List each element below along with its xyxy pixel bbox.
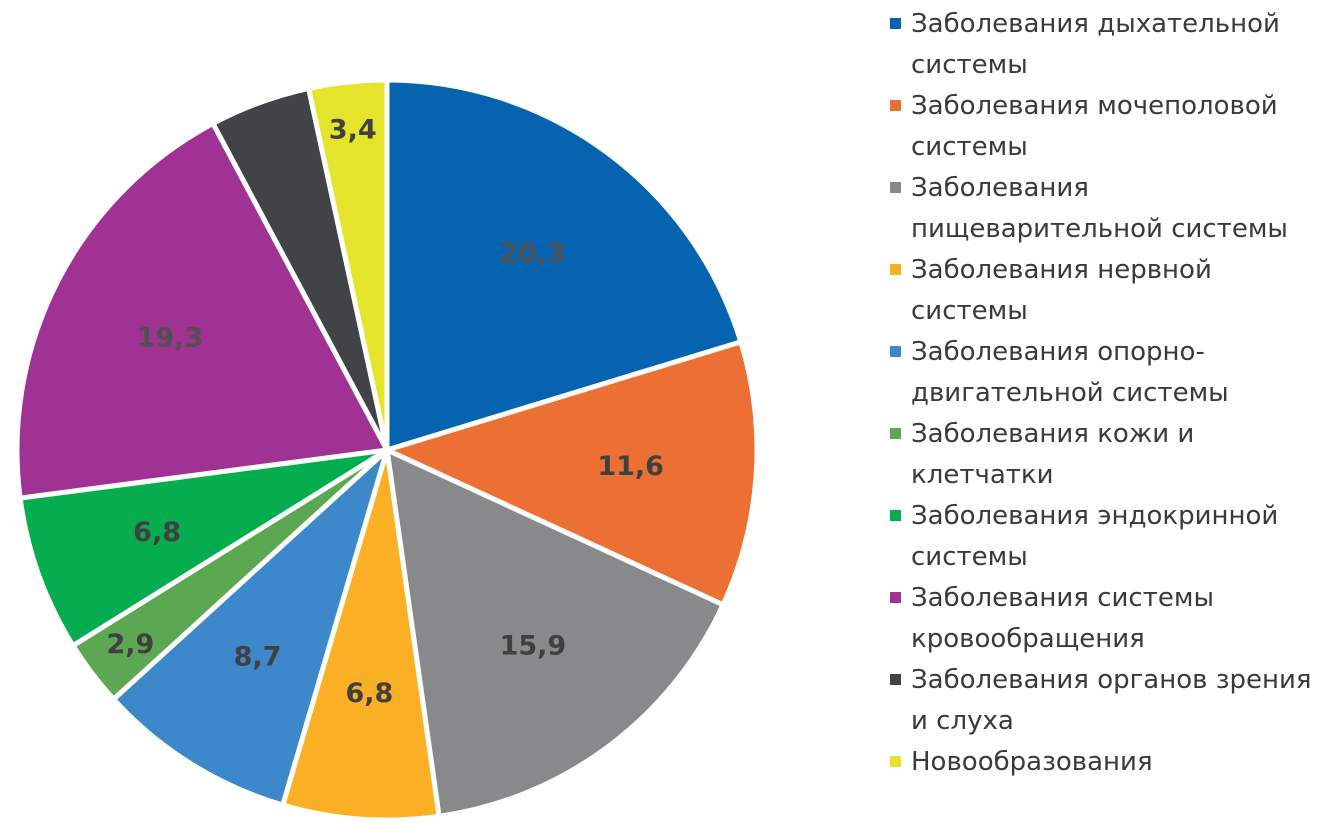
data-label-4: 8,7 [234,642,282,673]
legend-label-6: Заболевания эндокринной системы [911,501,1279,572]
legend-swatch-6 [890,510,901,521]
legend-swatch-4 [890,346,901,357]
legend-label-1: Заболевания мочеполовой системы [911,91,1278,162]
legend-label-8: Заболевания органов зрения и слуха [911,665,1312,736]
legend-swatch-9 [890,756,901,767]
legend-item-5: Заболевания кожи и клетчатки [884,414,1332,496]
legend-label-0: Заболевания дыхательной системы [911,9,1280,80]
legend-label-5: Заболевания кожи и клетчатки [911,419,1195,490]
pie-slice-7 [14,120,390,501]
pie-slice-4 [111,447,390,808]
chart-legend: Заболевания дыхательной системы Заболеван… [884,4,1332,783]
pie-slice-6 [17,447,390,649]
legend-swatch-1 [890,100,901,111]
data-label-9: 3,4 [329,114,377,145]
pie-slice-9 [306,77,390,453]
pie-slice-3 [280,447,442,823]
data-label-2: 15,9 [500,630,567,661]
data-label-7: 19,3 [137,323,204,354]
legend-label-7: Заболевания системы кровообращения [911,583,1214,654]
legend-item-2: Заболевания пищеварительной системы [884,168,1332,250]
legend-item-9: Новообразования [884,742,1332,783]
data-label-1: 11,6 [597,451,664,482]
legend-item-4: Заболевания опорно- двигательной системы [884,332,1332,414]
legend-item-0: Заболевания дыхательной системы [884,4,1332,86]
pie-slice-1 [384,339,760,608]
data-label-5: 2,9 [106,629,154,660]
legend-label-2: Заболевания пищеварительной системы [911,173,1288,244]
data-label-3: 6,8 [345,678,393,709]
pie-slice-2 [384,447,726,819]
legend-item-7: Заболевания системы кровообращения [884,578,1332,660]
legend-swatch-2 [890,182,901,193]
legend-swatch-3 [890,264,901,275]
pie-slices [14,77,760,823]
data-label-0: 20,3 [499,238,566,269]
legend-swatch-8 [890,674,901,685]
legend-label-3: Заболевания нервной системы [911,255,1212,326]
legend-item-6: Заболевания эндокринной системы [884,496,1332,578]
pie-slice-0 [384,77,744,453]
legend-swatch-5 [890,428,901,439]
legend-label-4: Заболевания опорно- двигательной системы [911,337,1229,408]
legend-item-1: Заболевания мочеполовой системы [884,86,1332,168]
legend-item-8: Заболевания органов зрения и слуха [884,660,1332,742]
legend-swatch-0 [890,18,901,29]
pie-data-labels: 20,3 11,6 15,9 6,8 8,7 2,9 6,8 19,3 3,4 [106,114,664,709]
data-label-6: 6,8 [133,517,181,548]
legend-label-9: Новообразования [911,747,1153,777]
legend-item-3: Заболевания нервной системы [884,250,1332,332]
legend-swatch-7 [890,592,901,603]
